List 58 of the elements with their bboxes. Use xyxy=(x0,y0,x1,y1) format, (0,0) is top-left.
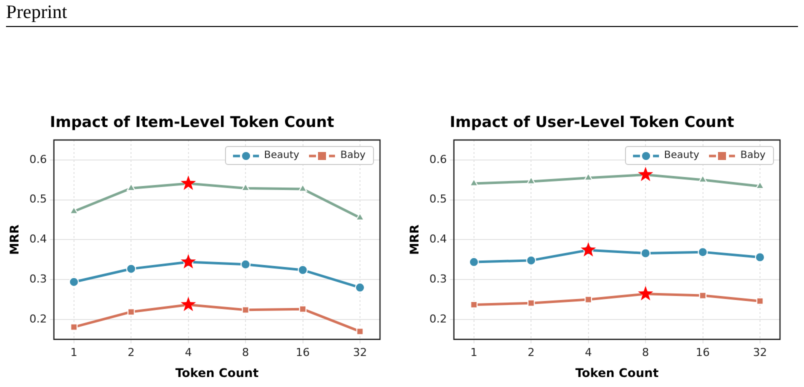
point xyxy=(356,328,364,336)
x-axis-title: Token Count xyxy=(575,366,659,380)
x-tick-label: 2 xyxy=(128,346,135,359)
point xyxy=(699,292,706,300)
point xyxy=(698,247,708,258)
point xyxy=(584,296,592,304)
point xyxy=(127,308,135,316)
point xyxy=(298,184,308,192)
point xyxy=(242,306,250,314)
point xyxy=(526,176,536,184)
y-tick-label: 0.6 xyxy=(29,152,47,166)
point xyxy=(756,297,764,305)
y-tick-label: 0.2 xyxy=(429,312,447,326)
x-tick-label: 8 xyxy=(642,346,650,359)
y-tick-label: 0.2 xyxy=(29,312,47,326)
chart-title: Impact of Item-Level Token Count xyxy=(50,112,334,131)
y-axis-title: MRR xyxy=(7,224,22,255)
legend-label: Beauty xyxy=(264,150,300,161)
point xyxy=(298,265,308,276)
y-tick-label: 0.6 xyxy=(429,152,447,166)
point xyxy=(527,299,535,307)
point xyxy=(468,257,479,268)
point xyxy=(584,172,593,181)
x-tick-label: 8 xyxy=(242,346,250,359)
point xyxy=(240,259,251,270)
point xyxy=(526,255,536,266)
point xyxy=(470,301,478,308)
point xyxy=(754,252,765,262)
x-tick-label: 2 xyxy=(528,346,535,359)
point xyxy=(299,305,306,313)
point xyxy=(70,323,78,331)
y-tick-label: 0.4 xyxy=(29,232,47,246)
point xyxy=(180,296,196,312)
y-tick-label: 0.5 xyxy=(29,192,47,206)
point xyxy=(640,248,651,258)
x-tick-label: 4 xyxy=(584,346,592,359)
point xyxy=(68,276,79,287)
chart-title: Impact of User-Level Token Count xyxy=(450,112,734,131)
y-tick-label: 0.3 xyxy=(29,272,47,286)
point xyxy=(354,282,365,293)
text: Preprint xyxy=(6,2,68,23)
y-tick-label: 0.3 xyxy=(429,272,447,286)
x-tick-label: 1 xyxy=(70,346,78,359)
x-tick-label: 32 xyxy=(752,346,767,359)
x-tick-label: 1 xyxy=(470,346,478,359)
x-axis-title: Token Count xyxy=(175,366,259,380)
y-tick-label: 0.4 xyxy=(429,232,447,246)
y-tick-label: 0.5 xyxy=(429,192,447,206)
x-tick-label: 4 xyxy=(184,346,192,359)
y-axis-title: MRR xyxy=(407,224,422,255)
point xyxy=(126,183,136,192)
x-tick-label: 16 xyxy=(696,346,710,359)
legend-label: Baby xyxy=(340,150,366,161)
legend-label: Baby xyxy=(740,150,766,161)
point xyxy=(126,264,136,274)
x-tick-label: 32 xyxy=(352,346,367,359)
legend-label: Beauty xyxy=(664,150,700,161)
x-tick-label: 16 xyxy=(296,346,310,359)
